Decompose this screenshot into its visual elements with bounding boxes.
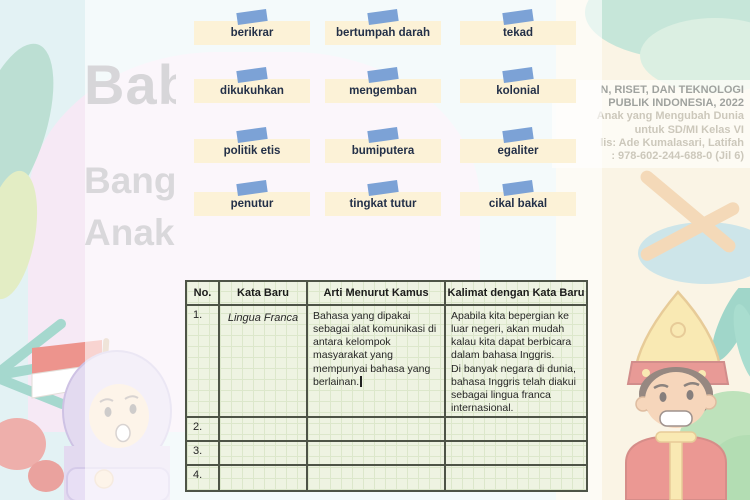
word-card-label: dikukuhkan [220, 85, 284, 97]
word-card-label: berikrar [230, 27, 274, 39]
hat-band-dot [642, 369, 650, 377]
word-card-berikrar[interactable]: berikrar [194, 8, 310, 45]
eyebrow [683, 382, 700, 388]
cell-no-2: 2. [187, 418, 220, 442]
word-card-tingkat-tutur[interactable]: tingkat tutur [325, 179, 441, 216]
cell-no-3: 3. [187, 442, 220, 466]
palm-leaf [733, 304, 750, 382]
word-card-label: penutur [230, 198, 274, 210]
boy-traditional-costume-illustration [625, 288, 750, 500]
cell-arti-2[interactable] [308, 418, 446, 442]
word-card-label: bertumpah darah [336, 27, 430, 39]
smiling-mouth [659, 410, 693, 427]
cell-kata-baru-1[interactable]: Lingua Franca [220, 306, 308, 418]
eyebrow [653, 384, 669, 390]
word-card-label: tingkat tutur [349, 198, 417, 210]
word-card-label: kolonial [496, 85, 540, 97]
word-card-dikukuhkan[interactable]: dikukuhkan [194, 66, 310, 103]
credit-line: untuk SD/MI Kelas VI [634, 123, 744, 136]
col-header-kalimat: Kalimat dengan Kata Baru [446, 282, 586, 306]
word-card-kolonial[interactable]: kolonial [460, 66, 576, 103]
eye [659, 392, 667, 402]
word-card-label: bumiputera [351, 145, 415, 157]
word-card-label: mengemban [349, 85, 417, 97]
word-card-bertumpah-darah[interactable]: bertumpah darah [325, 8, 441, 45]
tape-icon [367, 179, 399, 197]
hat-ornament [670, 322, 686, 338]
cell-kalimat-3[interactable] [446, 442, 586, 466]
word-card-label: egaliter [497, 145, 539, 157]
red-flower [28, 460, 64, 492]
credit-line: lis: Ade Kumalasari, Latifah [600, 136, 744, 149]
word-card-politik-etis[interactable]: politik etis [194, 126, 310, 163]
tape-icon [236, 66, 268, 84]
cell-kata-baru-3[interactable] [220, 442, 308, 466]
jacket-collar [655, 431, 697, 443]
arti-text: Bahasa yang dipakai sebagai alat komunik… [313, 310, 437, 388]
tape-icon [236, 126, 268, 144]
cell-arti-1[interactable]: Bahasa yang dipakai sebagai alat komunik… [308, 306, 446, 418]
col-header-kata-baru: Kata Baru [220, 282, 308, 306]
credit-line: N, RISET, DAN TEKNOLOGI [600, 84, 744, 96]
cell-kata-baru-4[interactable] [220, 466, 308, 490]
word-card-label: cikal bakal [488, 198, 548, 210]
tape-icon [502, 179, 534, 197]
col-header-arti: Arti Menurut Kamus [308, 282, 446, 306]
vocabulary-table: No. Kata Baru Arti Menurut Kamus Kalimat… [185, 280, 588, 492]
tape-icon [502, 66, 534, 84]
word-card-tekad[interactable]: tekad [460, 8, 576, 45]
cell-kata-baru-2[interactable] [220, 418, 308, 442]
word-card-mengemban[interactable]: mengemban [325, 66, 441, 103]
word-card-label: tekad [502, 27, 534, 39]
cell-arti-3[interactable] [308, 442, 446, 466]
tape-icon [236, 8, 268, 26]
tape-icon [367, 66, 399, 84]
cell-kalimat-1[interactable]: Apabila kita bepergian ke luar negeri, a… [446, 306, 586, 418]
credit-line: Anak yang Mengubah Dunia [596, 110, 744, 123]
eye [686, 390, 694, 400]
text-cursor [360, 376, 362, 388]
tape-icon [502, 126, 534, 144]
word-card-egaliter[interactable]: egaliter [460, 126, 576, 163]
tape-icon [367, 8, 399, 26]
cell-no-4: 4. [187, 466, 220, 490]
tape-icon [502, 8, 534, 26]
word-card-label: politik etis [223, 145, 281, 157]
cell-arti-4[interactable] [308, 466, 446, 490]
tape-icon [367, 126, 399, 144]
word-card-penutur[interactable]: penutur [194, 179, 310, 216]
cell-kalimat-4[interactable] [446, 466, 586, 490]
cell-kalimat-2[interactable] [446, 418, 586, 442]
credit-line: : 978-602-244-688-0 (Jil 6) [611, 149, 744, 162]
word-card-cikal-bakal[interactable]: cikal bakal [460, 179, 576, 216]
publisher-credits: N, RISET, DAN TEKNOLOGI PUBLIK INDONESIA… [464, 84, 744, 163]
cell-no-1: 1. [187, 306, 220, 418]
word-card-bumiputera[interactable]: bumiputera [325, 126, 441, 163]
tape-icon [236, 179, 268, 197]
credit-line: PUBLIK INDONESIA, 2022 [608, 97, 744, 110]
col-header-no: No. [187, 282, 220, 306]
